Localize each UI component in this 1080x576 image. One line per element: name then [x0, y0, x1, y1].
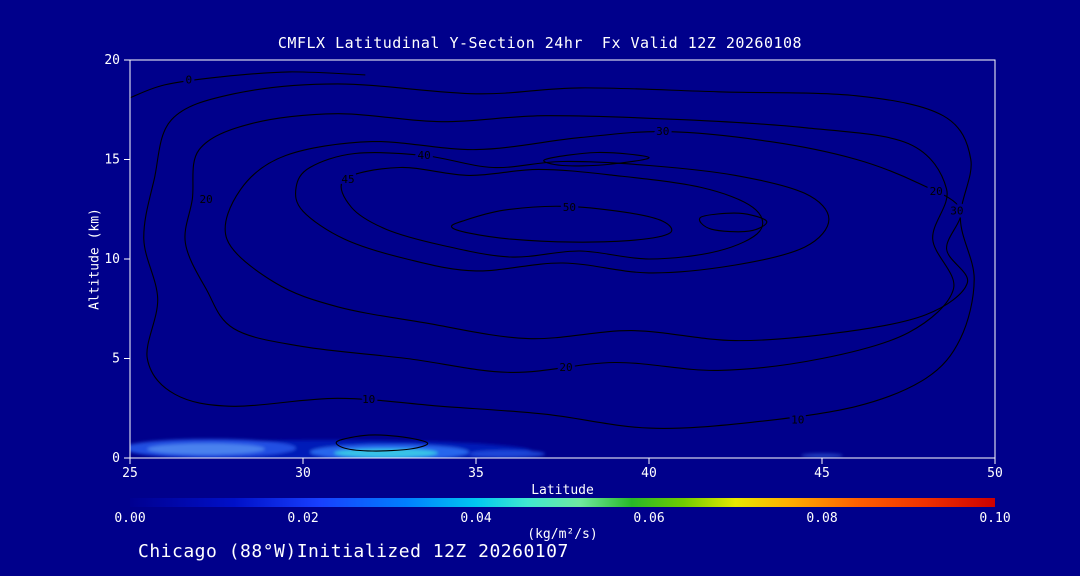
colorbar-tick-label: 0.00: [114, 511, 146, 526]
colorbar-tick-label: 0.10: [979, 511, 1011, 526]
colorbar: [130, 498, 995, 507]
x-tick-label: 35: [468, 466, 484, 481]
y-axis-title: Altitude (km): [87, 208, 103, 310]
colorbar-tick-label: 0.04: [460, 511, 492, 526]
contour-label: 10: [791, 414, 804, 427]
contour-line-50: [698, 212, 768, 233]
plot-title: CMFLX Latitudinal Y-Section 24hr Fx Vali…: [277, 34, 803, 52]
contour-line-40: [294, 152, 830, 274]
contour-line-45: [543, 151, 650, 167]
x-tick-label: 40: [641, 466, 657, 481]
surface-flux-blob: [334, 448, 438, 458]
surface-flux-blob: [469, 450, 546, 458]
y-tick-label: 20: [104, 53, 120, 68]
contour-line-0: [130, 71, 366, 99]
contour-label: 30: [950, 205, 963, 218]
y-tick-label: 10: [104, 252, 120, 267]
x-tick-label: 45: [814, 466, 830, 481]
contour-line-20: [184, 113, 955, 373]
x-axis-title: Latitude: [531, 483, 594, 498]
contour-label: 40: [417, 149, 430, 162]
contour-line-10: [335, 434, 429, 452]
y-tick-label: 5: [112, 352, 120, 367]
contour-labels-layer: 0 10 10 20 20 20 30 30 40 45 50: [182, 70, 966, 429]
surface-flux-blob: [147, 443, 265, 455]
y-tick-label: 15: [104, 153, 120, 168]
contour-label: 0: [185, 73, 192, 86]
colorbar-labels: 0.00 0.02 0.04 0.06 0.08 0.10: [114, 511, 1010, 527]
colorbar-tick-label: 0.02: [287, 511, 319, 526]
x-tick-label: 50: [987, 466, 1003, 481]
contour-line-30: [224, 130, 969, 342]
contour-label: 20: [199, 193, 212, 206]
contour-label: 50: [563, 201, 576, 214]
contour-label: 10: [362, 393, 375, 406]
contour-lines-layer: [130, 71, 975, 452]
colorbar-units: (kg/m²/s): [527, 527, 598, 542]
y-tick-label: 0: [112, 451, 120, 466]
x-tick-label: 30: [295, 466, 311, 481]
init-info: Chicago (88°W)Initialized 12Z 20260107: [138, 541, 569, 562]
axis-tick-labels: 25 30 35 40 45 50 0 5 10 15 20: [104, 53, 1002, 481]
contour-line-10: [143, 83, 975, 429]
axis-ticks: [124, 59, 996, 464]
colorbar-tick-label: 0.08: [806, 511, 838, 526]
contour-label: 30: [656, 125, 669, 138]
contour-label: 20: [559, 361, 572, 374]
contour-line-50: [451, 205, 673, 243]
contour-label: 20: [930, 185, 943, 198]
surface-flux-blob: [801, 453, 843, 458]
colorbar-tick-label: 0.06: [633, 511, 665, 526]
contour-label: 45: [341, 173, 354, 186]
x-tick-label: 25: [122, 466, 138, 481]
contour-line-45: [340, 166, 764, 260]
plot-border: [129, 59, 996, 459]
